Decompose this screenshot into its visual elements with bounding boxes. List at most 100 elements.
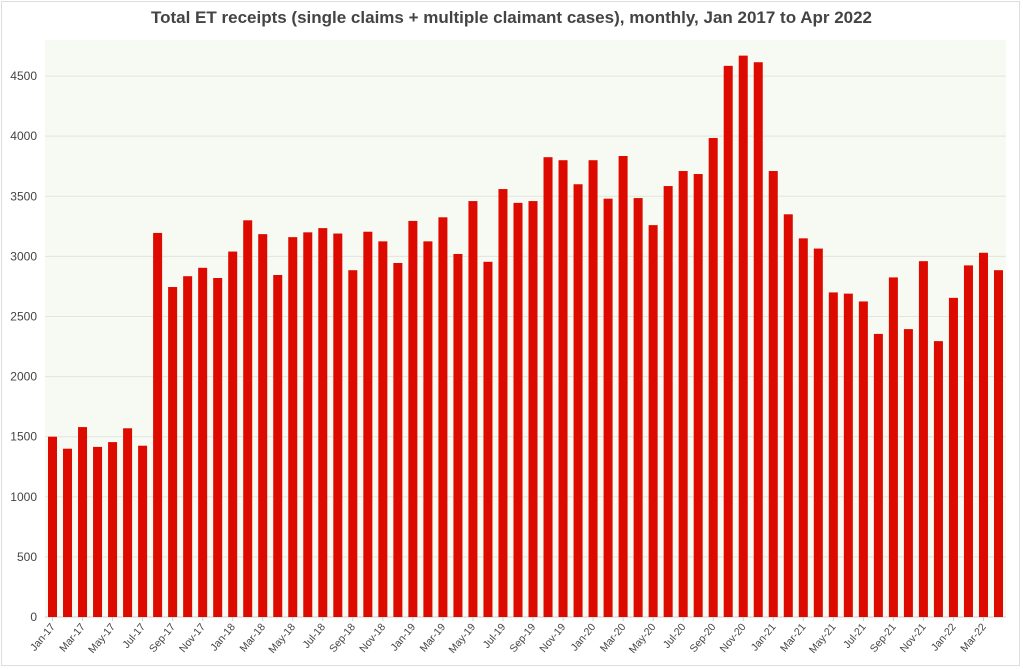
bar [978,252,988,618]
x-tick-label: Nov-18 [357,621,388,655]
bar [498,189,508,617]
bar [528,201,538,617]
x-tick-label: Sep-20 [688,621,719,655]
y-tick-label: 500 [17,550,37,564]
bar [543,157,553,617]
x-tick-label: Jan-19 [388,621,418,653]
bar [93,446,103,617]
y-tick-label: 2000 [10,370,37,384]
x-tick-label: Mar-20 [598,621,629,654]
bar [243,220,253,617]
bar [588,160,598,618]
x-tick-label: Jul-20 [661,621,689,651]
x-tick-label: May-18 [266,621,298,656]
bar [918,261,928,617]
x-tick-label: Jul-21 [841,621,869,651]
bar [963,265,973,617]
bar [78,427,88,617]
x-tick-label: Jan-20 [569,621,599,653]
x-tick-label: Sep-19 [507,621,538,655]
x-tick-label: Jan-21 [749,621,779,653]
x-tick-label: Jul-17 [120,621,148,651]
y-tick-label: 3500 [10,189,37,203]
y-tick-label: 1500 [10,430,37,444]
x-tick-label: Jan-17 [28,621,58,653]
bar [993,270,1003,617]
bar [798,238,808,617]
x-tick-label: Sep-17 [147,621,178,655]
bar [573,184,583,617]
bar [558,160,568,618]
bar [318,228,328,617]
bar [948,297,958,617]
x-tick-label: Jul-18 [301,621,329,651]
x-tick-label: Nov-17 [177,621,208,655]
x-tick-label: Jan-22 [929,621,959,653]
bar [333,233,343,618]
bar [348,270,358,617]
x-tick-label: Nov-20 [718,621,749,655]
bar [453,253,463,618]
bar [153,232,163,617]
bar [723,65,733,618]
bar [813,248,823,617]
x-tick-label: Sep-18 [327,621,358,655]
bar [393,262,403,617]
bar [873,333,883,617]
bar [273,275,283,617]
bar [693,174,703,617]
bar [363,231,373,617]
bar [258,234,268,617]
x-tick-label: Nov-19 [537,621,568,655]
x-tick-label: Sep-21 [868,621,899,655]
x-tick-label: Nov-21 [898,621,929,655]
x-tick-label: May-19 [447,621,479,656]
x-tick-label: Mar-17 [57,621,88,654]
bar [108,442,118,617]
bar [483,261,493,617]
bar [228,251,238,618]
x-tick-label: May-21 [807,621,839,656]
bar [123,428,133,617]
y-tick-label: 0 [30,610,37,624]
bar [48,436,58,617]
x-tick-label: Mar-21 [778,621,809,654]
y-tick-label: 4500 [10,69,37,83]
bar [468,201,478,617]
bar [783,214,793,618]
y-tick-label: 2500 [10,309,37,323]
y-tick-label: 4000 [10,129,37,143]
bar [288,237,298,617]
bar [198,267,208,617]
bar [618,156,628,617]
bar [408,220,418,617]
bar [933,341,943,617]
x-tick-label: Mar-18 [237,621,268,654]
bar [753,62,763,618]
bar [858,301,868,617]
bar [843,293,853,617]
x-tick-label: Jan-18 [208,621,238,653]
bar [768,171,778,617]
x-tick-label: Jul-19 [481,621,509,651]
bar [63,448,73,617]
x-tick-label: Mar-22 [958,621,989,654]
bar [213,278,223,617]
bar [708,137,718,617]
bar [663,186,673,617]
bar [678,171,688,617]
bar [168,287,178,617]
bar [513,202,523,617]
bar [303,232,313,618]
x-tick-label: Mar-19 [418,621,449,654]
bar [183,276,193,617]
bar [828,292,838,617]
bar [603,198,613,618]
bar [438,217,448,617]
bar [903,329,913,617]
bar [648,225,658,617]
bar [423,241,433,618]
x-tick-label: May-20 [627,621,659,656]
